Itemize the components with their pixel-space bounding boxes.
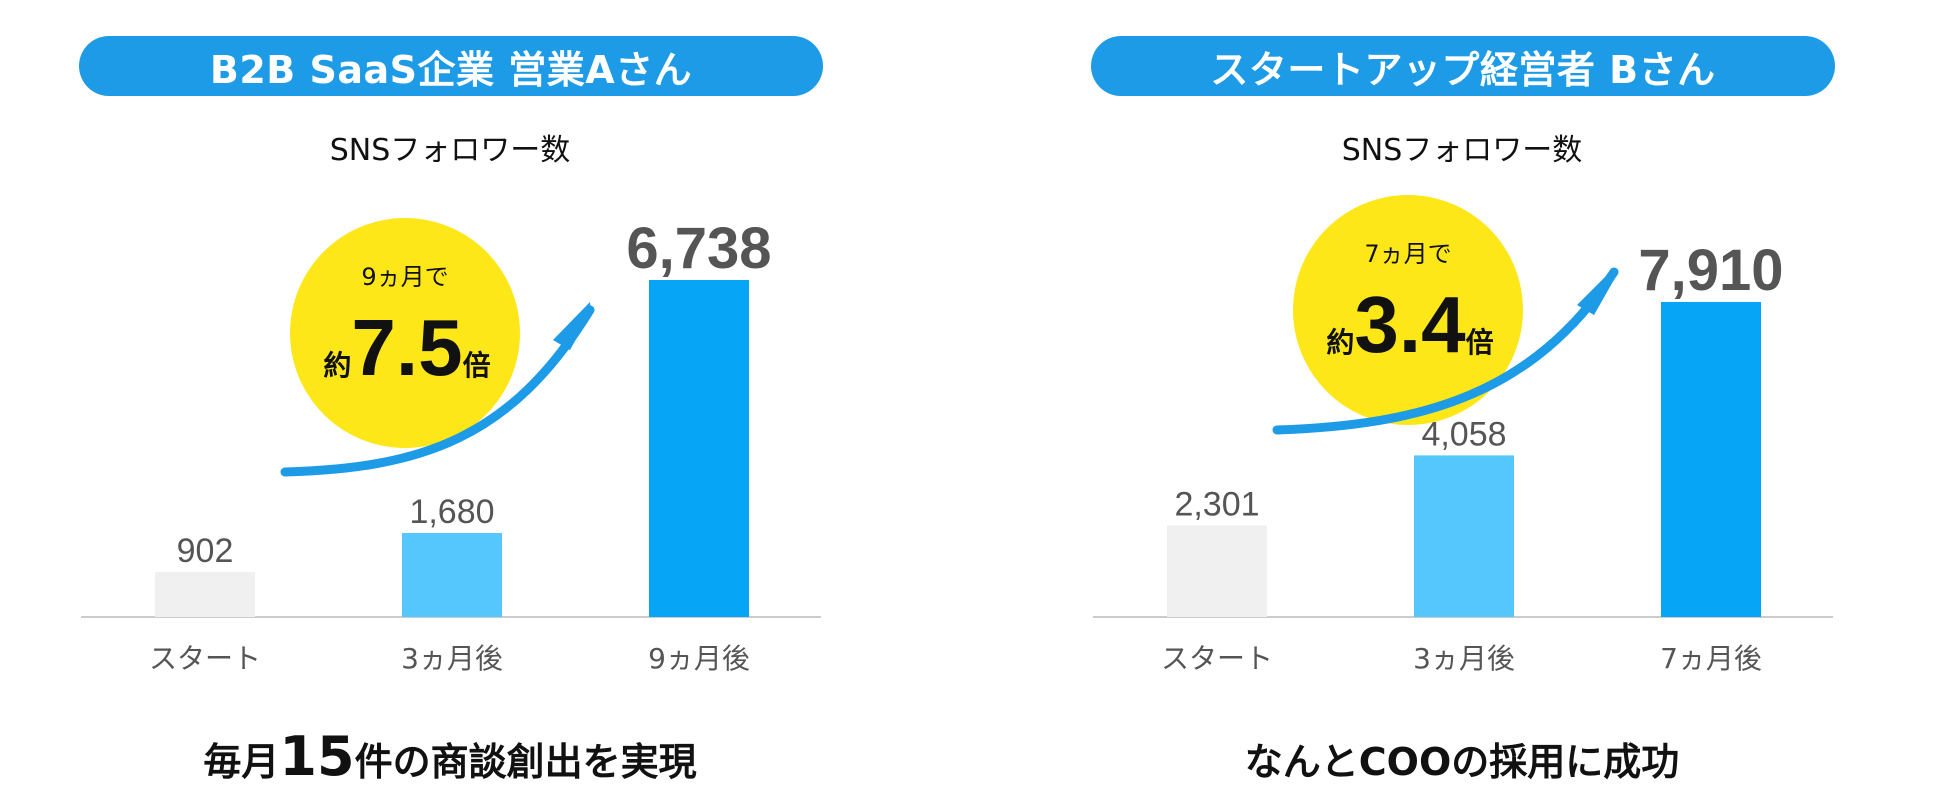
growth-arrow-head <box>1577 268 1615 315</box>
panel-title-pill: B2B SaaS企業 営業Aさん <box>79 36 823 96</box>
bar-value-label: 6,738 <box>626 216 771 281</box>
bar <box>649 280 749 617</box>
bar <box>1414 455 1514 617</box>
footer-caption: なんとCOOの採用に成功 <box>1012 725 1912 788</box>
bubble-period: 9ヵ月で <box>361 263 448 291</box>
bubble-multiplier-value: 3.4 <box>1354 280 1466 369</box>
footer-before: 毎月 <box>203 740 280 784</box>
x-tick-label: 3ヵ月後 <box>1413 642 1515 675</box>
bar <box>155 571 255 617</box>
x-tick-label: 7ヵ月後 <box>1660 642 1762 675</box>
panel-a: B2B SaaS企業 営業Aさん SNSフォロワー数 902 スタート 1,680 3… <box>0 36 900 788</box>
bubble-suffix: 倍 <box>1466 326 1494 359</box>
footer-after: 件の商談創出を実現 <box>354 740 697 784</box>
bubble-period: 7ヵ月で <box>1364 240 1451 268</box>
x-tick-label: スタート <box>149 642 261 675</box>
bubble-prefix: 約 <box>1326 326 1354 359</box>
bar-value-label: 4,058 <box>1421 415 1506 453</box>
panel-b: スタートアップ経営者 Bさん SNSフォロワー数 2,301 スタート 4,058 3… <box>1012 0 1950 806</box>
chart-title: SNSフォロワー数 <box>1341 133 1583 168</box>
growth-bubble <box>290 218 520 448</box>
bubble-prefix: 約 <box>323 349 351 382</box>
bubble-multiplier: 約3.4倍 <box>1326 280 1493 369</box>
bar-value-label: 2,301 <box>1174 485 1259 523</box>
footer-caption: 毎月15件の商談創出を実現 <box>0 725 900 788</box>
chart-title: SNSフォロワー数 <box>329 133 571 168</box>
bar-value-label: 1,680 <box>409 493 494 531</box>
growth-arrow-head <box>553 302 591 350</box>
growth-arrow <box>280 305 595 477</box>
bar <box>1661 302 1761 617</box>
bubble-multiplier-value: 7.5 <box>351 303 462 392</box>
bubble-multiplier: 約7.5倍 <box>323 303 490 392</box>
bar <box>402 532 502 617</box>
bubble-suffix: 倍 <box>463 349 491 382</box>
bar-value-label: 7,910 <box>1638 238 1783 303</box>
growth-arrow <box>1272 267 1619 435</box>
panel-title-pill: スタートアップ経営者 Bさん <box>1091 36 1835 96</box>
x-tick-label: 3ヵ月後 <box>401 642 503 675</box>
growth-bubble <box>1293 195 1523 425</box>
bar <box>1167 525 1267 617</box>
bar-value-label: 902 <box>177 532 234 570</box>
footer-before: なんとCOOの採用に成功 <box>1244 740 1680 784</box>
footer-highlight: 15 <box>279 725 355 788</box>
x-tick-label: 9ヵ月後 <box>648 642 750 675</box>
x-tick-label: スタート <box>1161 642 1273 675</box>
